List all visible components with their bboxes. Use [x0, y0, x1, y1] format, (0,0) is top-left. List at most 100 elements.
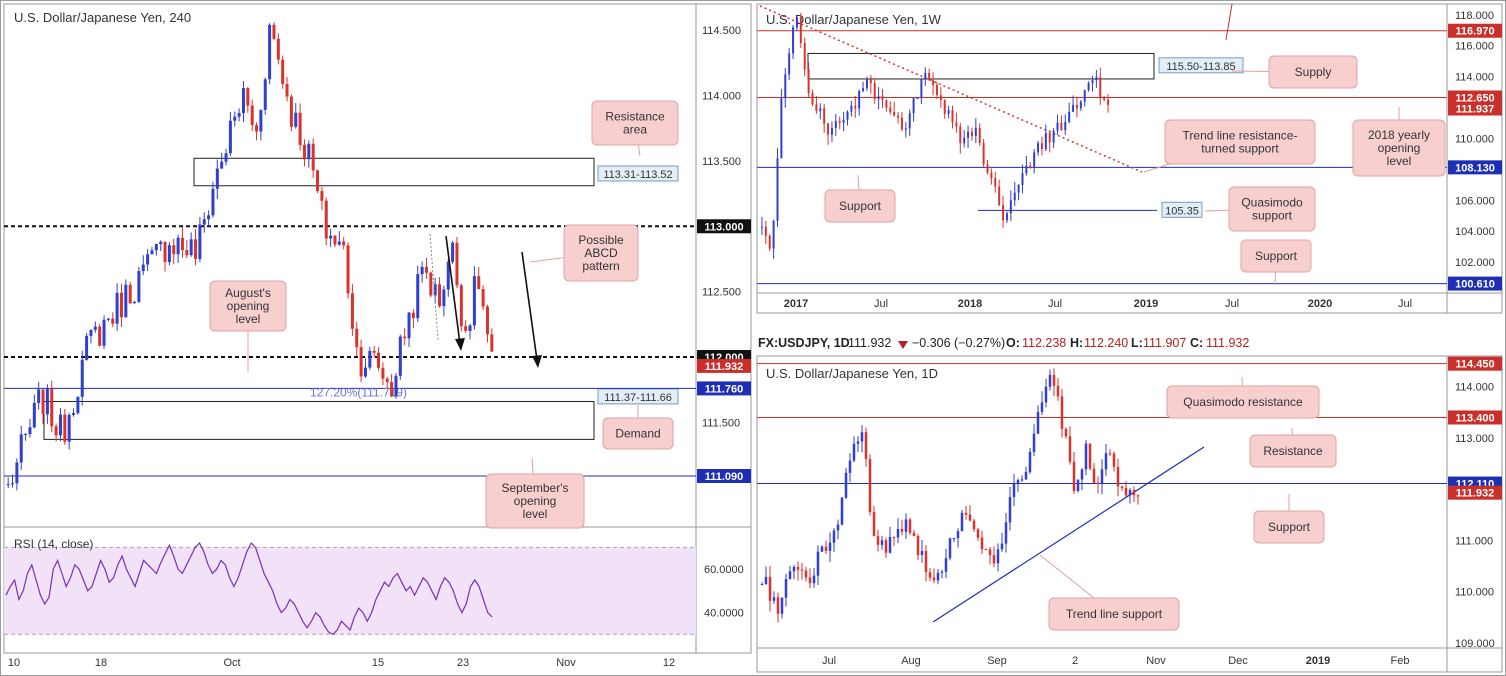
rsi-label: RSI (14, close): [14, 537, 93, 551]
candle-body: [58, 414, 62, 436]
candle-body: [862, 88, 865, 91]
candle-body: [1096, 482, 1100, 484]
h4-arrowhead-icon: [532, 355, 542, 368]
candle-body: [298, 112, 302, 145]
candle-body: [198, 224, 202, 259]
d1-callout-quasimodo-resistance: Quasimodo resistance: [1166, 376, 1320, 419]
h4-x-tick: 15: [372, 657, 384, 669]
candle-body: [294, 112, 298, 127]
candle-body: [133, 301, 137, 304]
candle-body: [89, 329, 93, 336]
d1-price-tag: [1448, 485, 1502, 500]
ticker-low: 111.907: [1143, 336, 1186, 350]
candle-body: [908, 519, 912, 533]
candle-body: [263, 79, 267, 110]
candle-body: [106, 318, 110, 320]
daily-chart-panel: U.S. Dollar/Japanese Yen, 1D 114.000 113.0…: [756, 355, 1503, 673]
rsi-y-tick: 40.0000: [704, 608, 744, 620]
candle-body: [928, 72, 931, 81]
candle-body: [1009, 200, 1012, 214]
w1-supply-box: [807, 52, 1155, 80]
w1-quasimodo-label-bg: [1161, 201, 1203, 218]
candle-body: [80, 359, 84, 397]
candle-body: [307, 143, 311, 160]
candle-body: [869, 79, 872, 84]
candle-body: [1128, 489, 1132, 496]
ticker-bar: FX:USDJPY, 1D 111.932 −0.306 (−0.27%) O:…: [758, 336, 1249, 350]
candle-body: [795, 17, 798, 28]
candle-body: [846, 111, 849, 120]
d1-x-tick: Nov: [1146, 655, 1166, 667]
candle-body: [940, 571, 944, 573]
candle-body: [1136, 495, 1140, 497]
candle-body: [776, 597, 780, 614]
candle-body: [868, 459, 872, 513]
candle-body: [1037, 143, 1040, 153]
w1-callout-trendline: Trend line resistance-turned support: [1143, 119, 1316, 173]
candle-body: [19, 434, 23, 463]
candle-body: [24, 433, 28, 435]
candle-body: [1060, 122, 1063, 131]
candle-body: [63, 414, 67, 442]
w1-y-tick: 102.000: [1455, 257, 1495, 269]
candle-body: [916, 98, 919, 100]
w1-price-label: 112.650: [1455, 93, 1494, 105]
candle-body: [828, 542, 832, 551]
w1-price-tag: [1448, 160, 1502, 175]
d1-y-tick: 110.000: [1455, 587, 1494, 599]
candle-body: [1116, 466, 1120, 487]
w1-y-tick: 118.000: [1455, 10, 1494, 22]
candle-body: [141, 264, 145, 272]
candle-body: [840, 497, 844, 525]
candle-body: [1068, 111, 1071, 122]
callout-text: opening: [514, 494, 557, 508]
h4-fib-label: 127.20%(111.719): [310, 385, 407, 399]
candle-body: [885, 100, 888, 108]
candle-body: [1056, 122, 1059, 131]
candle-body: [1088, 443, 1092, 469]
candle-body: [1095, 77, 1098, 81]
callout-box: [1240, 239, 1312, 273]
candle-body: [163, 241, 167, 262]
candle-body: [944, 558, 948, 572]
ticker-close-label: C:: [1190, 336, 1203, 350]
candle-body: [124, 284, 128, 318]
candle-body: [988, 549, 992, 556]
candle-body: [1040, 143, 1043, 149]
callout-box: [1228, 186, 1316, 232]
callout-text: area: [623, 123, 647, 137]
candle-body: [1032, 433, 1036, 452]
w1-y-tick: 110.000: [1455, 133, 1494, 145]
candle-body: [1075, 104, 1078, 109]
candle-body: [241, 88, 245, 114]
ticker-close: 111.932: [1206, 336, 1249, 350]
candle-body: [28, 427, 32, 434]
candle-body: [1068, 436, 1072, 462]
d1-x-tick: 2019: [1306, 655, 1330, 667]
callout-text: Quasimodo: [1241, 196, 1303, 210]
w1-title: U.S. Dollar/Japanese Yen, 1W: [766, 12, 942, 27]
callout-box: [563, 224, 639, 282]
candle-body: [268, 24, 272, 80]
candle-body: [438, 284, 442, 307]
h4-abcd-arrow-1: [445, 235, 461, 345]
candle-body: [451, 242, 455, 262]
candle-body: [784, 74, 787, 99]
w1-y-tick: 104.000: [1455, 226, 1495, 238]
candle-body: [986, 164, 989, 173]
candle-body: [37, 389, 41, 403]
callout-text: Quasimodo resistance: [1183, 395, 1303, 409]
h4-resistance-area-box: [193, 157, 595, 187]
candle-body: [1029, 165, 1032, 168]
h4-x-tick: 23: [457, 657, 469, 669]
callout-text: level: [523, 507, 548, 521]
candle-body: [884, 540, 888, 553]
candle-body: [819, 108, 822, 112]
candle-body: [1072, 104, 1075, 112]
w1-price-label: 100.610: [1455, 279, 1495, 291]
candle-body: [963, 137, 966, 144]
candle-body: [800, 569, 804, 571]
candle-body: [215, 168, 219, 189]
